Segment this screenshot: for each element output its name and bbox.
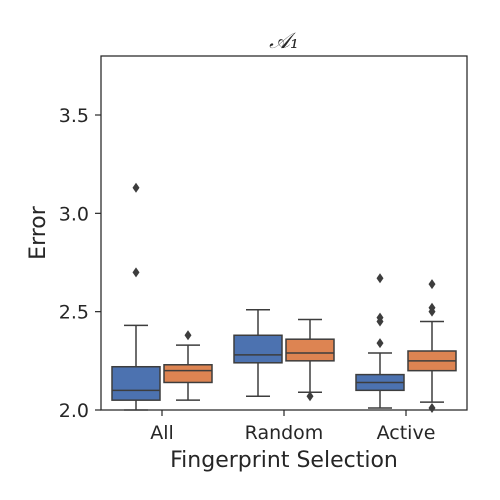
y-tick-label: 3.5	[59, 105, 89, 127]
box-all-series-1	[111, 182, 161, 411]
outlier-point	[132, 267, 140, 278]
outlier-point	[376, 338, 384, 349]
box-active-series-1	[355, 273, 405, 409]
y-axis-ticks: 2.0 2.5 3.0 3.5	[59, 105, 101, 422]
y-tick-label: 2.0	[59, 400, 89, 422]
box-iqr	[163, 364, 213, 384]
outlier-point	[376, 273, 384, 284]
box-all-series-2	[163, 330, 213, 401]
y-tick-label: 2.5	[59, 302, 89, 324]
box-random-series-2	[285, 318, 335, 402]
outlier-point	[428, 403, 436, 414]
x-tick-label: Active	[377, 422, 436, 444]
y-axis-label: Error	[26, 205, 51, 260]
outlier-point	[428, 302, 436, 313]
x-axis-ticks: All Random Active	[150, 410, 435, 444]
plot-area	[100, 55, 468, 411]
boxes-layer	[111, 182, 457, 414]
box-iqr	[285, 338, 335, 362]
outlier-point	[132, 182, 140, 193]
outlier-point	[428, 279, 436, 290]
x-tick-label: All	[150, 422, 174, 444]
box-active-series-2	[407, 279, 457, 414]
outlier-point	[184, 330, 192, 341]
box-iqr	[233, 334, 283, 364]
x-tick-label: Random	[245, 422, 324, 444]
chart-title: 𝒜₁	[269, 29, 299, 54]
outlier-point	[306, 391, 314, 402]
box-random-series-1	[233, 308, 283, 397]
box-iqr	[111, 365, 161, 401]
x-axis-label: Fingerprint Selection	[170, 448, 398, 473]
y-tick-label: 3.0	[59, 203, 89, 225]
outlier-point	[376, 312, 384, 323]
